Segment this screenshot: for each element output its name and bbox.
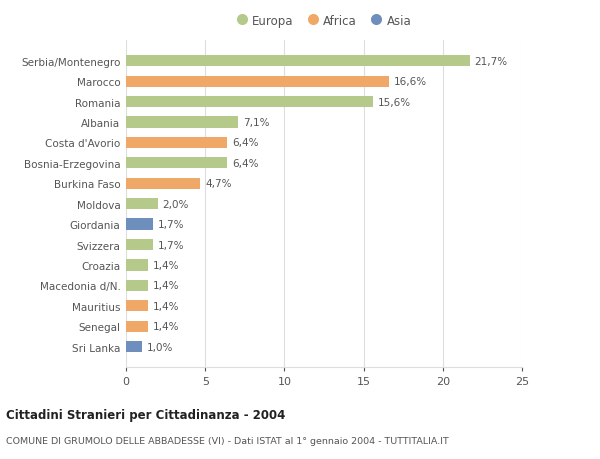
Text: 2,0%: 2,0%: [163, 199, 189, 209]
Text: 16,6%: 16,6%: [394, 77, 427, 87]
Text: 1,4%: 1,4%: [153, 260, 179, 270]
Bar: [126, 199, 158, 210]
Text: 4,7%: 4,7%: [205, 179, 232, 189]
Text: 15,6%: 15,6%: [378, 97, 411, 107]
Text: 1,0%: 1,0%: [146, 342, 173, 352]
Bar: [126, 117, 238, 129]
Bar: [126, 240, 153, 251]
Text: 1,7%: 1,7%: [158, 219, 184, 230]
Text: 1,4%: 1,4%: [153, 301, 179, 311]
Bar: [126, 280, 148, 291]
Bar: [126, 341, 142, 353]
Text: 6,4%: 6,4%: [232, 158, 259, 168]
Bar: [126, 97, 373, 108]
Bar: [126, 158, 227, 169]
Text: Cittadini Stranieri per Cittadinanza - 2004: Cittadini Stranieri per Cittadinanza - 2…: [6, 409, 286, 421]
Text: 1,7%: 1,7%: [158, 240, 184, 250]
Bar: [126, 321, 148, 332]
Bar: [126, 219, 153, 230]
Text: 21,7%: 21,7%: [475, 57, 508, 67]
Text: 7,1%: 7,1%: [243, 118, 270, 128]
Text: COMUNE DI GRUMOLO DELLE ABBADESSE (VI) - Dati ISTAT al 1° gennaio 2004 - TUTTITA: COMUNE DI GRUMOLO DELLE ABBADESSE (VI) -…: [6, 436, 449, 445]
Legend: Europa, Africa, Asia: Europa, Africa, Asia: [237, 15, 411, 28]
Bar: [126, 260, 148, 271]
Text: 1,4%: 1,4%: [153, 321, 179, 331]
Bar: [126, 178, 200, 190]
Bar: [126, 77, 389, 88]
Bar: [126, 138, 227, 149]
Bar: [126, 56, 470, 67]
Bar: [126, 301, 148, 312]
Text: 1,4%: 1,4%: [153, 281, 179, 291]
Text: 6,4%: 6,4%: [232, 138, 259, 148]
